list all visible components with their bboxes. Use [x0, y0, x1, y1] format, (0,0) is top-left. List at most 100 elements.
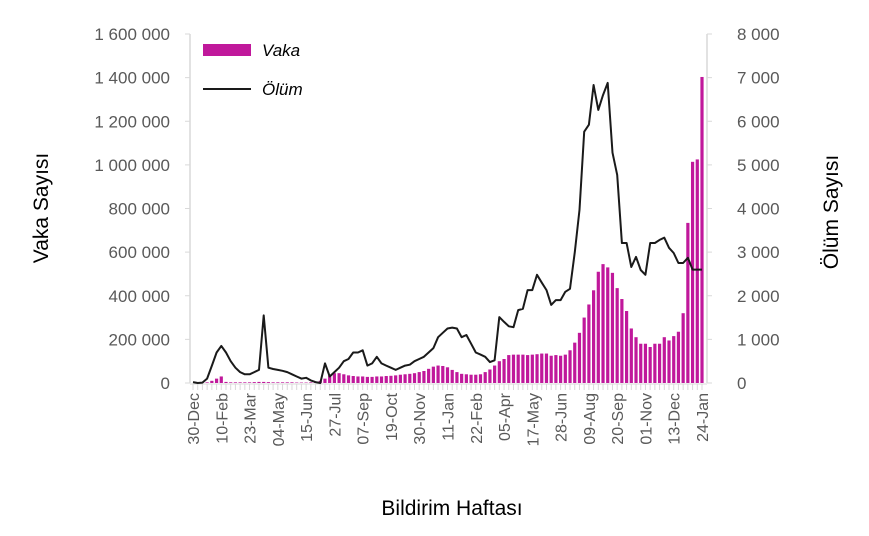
case-bar	[418, 372, 421, 383]
y-tick-label-left: 800 000	[109, 200, 170, 219]
x-tick-label: 23-Mar	[243, 392, 260, 443]
case-bar	[356, 376, 359, 383]
case-bar	[488, 369, 491, 383]
case-bar	[540, 354, 543, 383]
case-bar	[630, 328, 633, 383]
case-bar	[366, 377, 369, 383]
y-tick-label-left: 0	[161, 374, 170, 393]
case-bar	[403, 374, 406, 383]
case-bar	[436, 366, 439, 383]
legend: Vaka Ölüm	[203, 41, 303, 99]
y-tick-label-right: 5 000	[737, 156, 780, 175]
case-bar	[370, 377, 373, 383]
case-bar	[380, 376, 383, 383]
case-bar	[696, 159, 699, 383]
case-bar	[611, 273, 614, 383]
case-bar	[644, 344, 647, 383]
case-bar	[517, 355, 520, 383]
case-bar	[338, 373, 341, 383]
case-bar	[535, 354, 538, 383]
y-tick-label-left: 1 000 000	[94, 156, 170, 175]
y-tick-label-left: 1 400 000	[94, 69, 170, 88]
case-bar	[573, 343, 576, 383]
case-bar	[667, 340, 670, 383]
cases-bars	[201, 77, 704, 383]
case-bar	[682, 313, 685, 383]
y-tick-label-left: 400 000	[109, 287, 170, 306]
case-bar	[394, 375, 397, 383]
case-bar	[451, 370, 454, 383]
case-bar	[239, 382, 242, 383]
case-bar	[465, 374, 468, 383]
x-axis-title: Bildirim Haftası	[381, 497, 522, 520]
case-bar	[413, 373, 416, 383]
case-bar	[243, 382, 246, 383]
case-bar	[446, 367, 449, 383]
case-bar	[455, 372, 458, 383]
case-bar	[583, 318, 586, 383]
case-bar	[347, 375, 350, 383]
x-tick-label: 30-Nov	[412, 393, 429, 445]
case-bar	[290, 382, 293, 383]
case-bar	[512, 355, 515, 383]
case-bar	[531, 355, 534, 383]
case-bar	[658, 344, 661, 383]
case-bar	[474, 375, 477, 383]
y-tick-label-right: 2 000	[737, 287, 780, 306]
y-tick-label-right: 3 000	[737, 243, 780, 262]
y-tick-label-right: 1 000	[737, 330, 780, 349]
case-bar	[639, 344, 642, 383]
case-bar	[272, 382, 275, 383]
x-tick-label: 09-Aug	[582, 393, 599, 445]
case-bar	[234, 382, 237, 383]
y-tick-label-right: 7 000	[737, 69, 780, 88]
case-bar	[224, 382, 227, 383]
y-tick-label-right: 0	[737, 374, 746, 393]
x-tick-label: 22-Feb	[469, 393, 486, 444]
case-bar	[521, 355, 524, 383]
case-bar	[375, 376, 378, 383]
x-tick-label: 05-Apr	[497, 392, 514, 441]
y-tick-label-left: 200 000	[109, 330, 170, 349]
x-tick-label: 28-Jun	[554, 393, 571, 442]
case-bar	[554, 355, 557, 383]
case-bar	[441, 366, 444, 383]
case-bar	[432, 367, 435, 383]
y-axis-title-left: Vaka Sayısı	[30, 153, 53, 264]
case-bar	[333, 373, 336, 383]
case-bar	[323, 379, 326, 383]
case-bar	[507, 355, 510, 383]
case-bar	[262, 382, 265, 383]
case-bar	[286, 382, 289, 383]
case-bar	[210, 381, 213, 383]
case-bar	[578, 333, 581, 383]
case-bar	[248, 382, 251, 383]
case-bar	[568, 350, 571, 383]
x-tick-label: 10-Feb	[214, 393, 231, 444]
case-bar	[281, 382, 284, 383]
case-bar	[634, 337, 637, 383]
case-bar	[616, 288, 619, 383]
x-tick-label: 19-Oct	[384, 392, 401, 441]
case-bar	[526, 355, 529, 383]
legend-swatch-cases	[203, 44, 251, 56]
case-bar	[469, 375, 472, 383]
case-bar	[498, 361, 501, 383]
case-bar	[564, 355, 567, 383]
case-bar	[587, 304, 590, 383]
x-tick-label: 04-May	[271, 393, 288, 446]
y-tick-label-right: 8 000	[737, 25, 780, 44]
x-tick-label: 24-Jan	[695, 393, 712, 442]
case-bar	[342, 374, 345, 383]
case-bar	[215, 379, 218, 383]
y-tick-label-right: 4 000	[737, 200, 780, 219]
x-tick-label: 17-May	[525, 393, 542, 446]
case-bar	[220, 376, 223, 383]
case-bar	[422, 371, 425, 383]
case-bar	[545, 354, 548, 383]
x-tick-label: 15-Jun	[299, 393, 316, 442]
x-tick-label: 30-Dec	[186, 393, 203, 445]
case-bar	[267, 382, 270, 383]
case-bar	[653, 344, 656, 383]
case-bar	[625, 311, 628, 383]
